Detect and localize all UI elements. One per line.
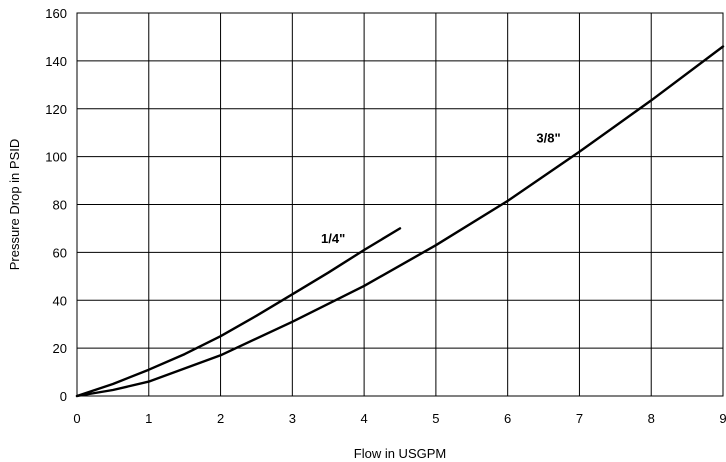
x-tick-label: 0 (73, 411, 80, 426)
y-tick-label: 60 (53, 245, 67, 260)
x-tick-label: 5 (432, 411, 439, 426)
y-axis-tick-labels: 0 20 40 60 80 100 120 140 160 (45, 6, 67, 404)
horizontal-gridlines (77, 12, 723, 397)
series-line (75, 227, 402, 398)
x-tick-label: 6 (504, 411, 511, 426)
y-tick-label: 40 (53, 293, 67, 308)
y-tick-label: 160 (45, 6, 67, 21)
series-lines (75, 45, 725, 398)
y-tick-label: 0 (60, 389, 67, 404)
series-labels: 1/4" 3/8" (321, 130, 561, 246)
y-axis-label: Pressure Drop in PSID (7, 139, 22, 271)
x-tick-label: 4 (360, 411, 367, 426)
x-tick-label: 8 (648, 411, 655, 426)
x-tick-label: 1 (145, 411, 152, 426)
y-tick-label: 120 (45, 102, 67, 117)
y-tick-label: 20 (53, 341, 67, 356)
y-tick-label: 100 (45, 150, 67, 165)
x-tick-label: 9 (719, 411, 726, 426)
y-tick-label: 140 (45, 54, 67, 69)
series-label: 3/8" (536, 130, 560, 145)
y-tick-label: 80 (53, 198, 67, 213)
x-axis-tick-labels: 0 1 2 3 4 5 6 7 8 9 (73, 411, 726, 426)
series-label: 1/4" (321, 231, 345, 246)
x-tick-label: 3 (289, 411, 296, 426)
x-tick-label: 7 (576, 411, 583, 426)
plot-area-frame (76, 12, 724, 397)
series-line (75, 45, 725, 398)
x-axis-label: Flow in USGPM (354, 446, 446, 461)
x-tick-label: 2 (217, 411, 224, 426)
